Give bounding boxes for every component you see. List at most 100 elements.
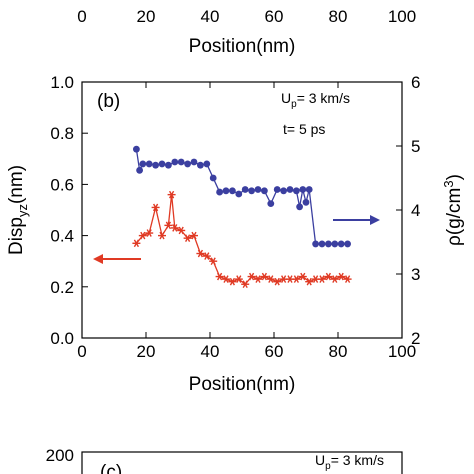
- density-point: [229, 187, 236, 195]
- top-x-tick-label: 40: [201, 7, 220, 26]
- displacement-point: [254, 275, 262, 283]
- density-point: [344, 240, 351, 248]
- displacement-point: [132, 239, 141, 248]
- y-left-tick-label: 1.0: [50, 73, 74, 92]
- density-point: [222, 187, 230, 195]
- y-right-tick-label: 4: [411, 201, 420, 220]
- y-left-tick-label: 0.6: [50, 175, 74, 194]
- density-point: [296, 203, 303, 211]
- density-point: [331, 240, 339, 248]
- displacement-point: [324, 272, 333, 281]
- panel-b-annotation-time: t= 5 ps: [283, 121, 325, 137]
- x-tick-label: 100: [388, 342, 416, 361]
- density-point: [312, 240, 319, 248]
- density-point: [133, 145, 140, 153]
- displacement-series: [132, 190, 352, 289]
- density-point: [177, 158, 185, 166]
- density-point: [241, 186, 249, 193]
- density-point: [145, 160, 153, 168]
- displacement-point: [337, 272, 346, 281]
- density-point: [325, 240, 332, 248]
- displacement-point: [343, 275, 352, 283]
- displacement-point: [330, 275, 339, 283]
- y-left-tick-label: 0.8: [50, 124, 74, 143]
- density-point: [216, 188, 224, 196]
- panel-b-x-axis-label: Position(nm): [189, 374, 296, 395]
- displacement-point: [292, 275, 301, 283]
- displacement-point: [318, 275, 326, 283]
- x-tick-label: 40: [201, 342, 220, 361]
- y-left-tick-label: 0.2: [50, 278, 74, 297]
- density-point: [171, 158, 179, 166]
- displacement-point: [266, 275, 275, 283]
- y-left-tick-label: 0.4: [50, 227, 74, 246]
- panel-b-y-left-label: Dispyz(nm): [6, 165, 30, 255]
- density-point: [280, 187, 287, 195]
- left-axis-arrow: [93, 254, 141, 264]
- density-point: [165, 161, 172, 169]
- density-point: [152, 161, 160, 169]
- density-point: [136, 166, 144, 174]
- panel-b-annotation-up: Up= 3 km/s: [281, 90, 350, 110]
- displacement-point: [183, 234, 192, 242]
- top-x-tick-label: 80: [329, 7, 348, 26]
- displacement-point: [222, 275, 230, 283]
- top-x-axis-label: Position(nm): [189, 36, 296, 57]
- panel-c-y-tick: 200: [46, 446, 74, 465]
- displacement-point: [202, 252, 211, 260]
- displacement-point: [170, 224, 179, 232]
- density-point: [158, 160, 166, 168]
- top-panel-axis: 0 20 40 60 80 100: [77, 7, 416, 26]
- density-point: [286, 186, 294, 193]
- x-tick-label: 60: [265, 342, 284, 361]
- panel-b-frame: [81, 81, 403, 339]
- density-point: [254, 186, 262, 193]
- density-point: [190, 158, 198, 166]
- y-right-tick-label: 3: [411, 265, 420, 284]
- x-tick-label: 20: [137, 342, 156, 361]
- density-point: [267, 200, 275, 208]
- displacement-point: [273, 277, 282, 286]
- top-x-tick-label: 100: [388, 7, 416, 26]
- displacement-point: [158, 231, 166, 240]
- displacement-point: [138, 231, 147, 240]
- panel-c-annotation: Up= 3 km/s: [315, 452, 384, 472]
- x-tick-label: 80: [329, 342, 348, 361]
- density-point: [302, 198, 310, 206]
- right-axis-arrow: [333, 215, 380, 225]
- density-point: [184, 160, 192, 168]
- panel-b-y-right-label: ρ(g/cm3): [441, 174, 465, 246]
- panel-b-label: (b): [97, 91, 120, 112]
- density-point: [318, 240, 326, 248]
- top-x-tick-label: 0: [77, 7, 86, 26]
- displacement-point: [234, 275, 243, 283]
- density-point: [139, 160, 147, 168]
- density-point: [299, 186, 307, 193]
- density-point: [248, 187, 256, 195]
- displacement-point: [190, 231, 198, 240]
- density-series: [133, 145, 351, 248]
- displacement-point: [305, 277, 314, 286]
- y-right-tick-label: 2: [411, 329, 420, 348]
- panel-c-label: (c): [100, 462, 122, 474]
- displacement-point: [209, 257, 218, 266]
- density-point: [305, 186, 313, 193]
- displacement-line: [135, 194, 348, 286]
- displacement-point: [196, 249, 205, 258]
- density-point: [293, 187, 300, 195]
- top-x-tick-label: 20: [137, 7, 156, 26]
- y-right-tick-label: 5: [411, 137, 420, 156]
- y-left-tick-label: 0.0: [50, 329, 74, 348]
- displacement-point: [167, 190, 176, 199]
- density-point: [197, 161, 204, 169]
- x-tick-label: 0: [77, 342, 86, 361]
- displacement-point: [215, 272, 224, 281]
- density-point: [273, 186, 281, 193]
- density-point: [235, 190, 243, 198]
- panel-b-ticks: 0 20 40 60 80 100 0.0 0.2 0.4 0.6 0.8 1.0 2 3 4 5 6: [50, 73, 420, 361]
- density-point: [337, 240, 345, 248]
- displacement-point: [247, 272, 256, 281]
- panel-c-frame: [81, 451, 403, 474]
- displacement-point: [228, 277, 237, 286]
